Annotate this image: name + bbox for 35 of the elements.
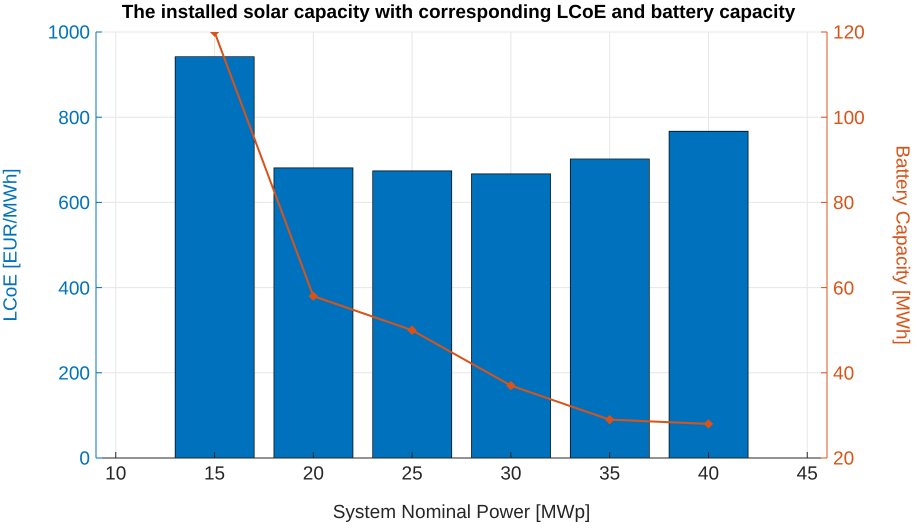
bar [570,158,650,458]
y-axis-title: LCoE [EUR/MWh] [0,168,22,322]
y-tick-label: 0 [79,448,90,470]
y2-tick-label: 60 [833,278,854,300]
x-tick-label: 15 [204,463,226,484]
chart-title: The installed solar capacity with corresponding LCoE and battery capacity [120,2,796,24]
y2-tick-label: 40 [833,364,854,385]
y2-tick-label: 100 [833,108,865,129]
bar [372,170,452,458]
x-tick-label: 45 [796,463,818,484]
x-axis-title: System Nominal Power [MWp] [332,502,590,523]
y2-tick-label: 80 [833,193,854,214]
bar [274,168,354,458]
point [506,381,516,390]
y-tick-label: 800 [58,108,90,129]
point [408,326,417,335]
y2-tick-label: 120 [833,22,865,44]
y2-axis-title: Battery Capacity [MWh] [891,145,912,345]
bar [471,174,551,458]
x-tick-label: 10 [105,463,126,484]
x-tick-label: 35 [599,463,620,484]
y-tick-label: 400 [58,278,90,300]
x-tick-label: 30 [500,463,522,484]
y2-tick-label: 20 [833,448,854,470]
x-tick-label: 20 [302,463,324,484]
x-tick-label: 40 [698,463,720,484]
y-tick-label: 1000 [48,22,90,44]
point [704,419,713,428]
bar [174,56,255,458]
y-tick-label: 600 [58,193,90,214]
point [308,292,318,301]
y-tick-label: 200 [58,364,90,385]
point [605,415,614,424]
bar [668,130,748,458]
x-tick-label: 25 [402,463,423,484]
